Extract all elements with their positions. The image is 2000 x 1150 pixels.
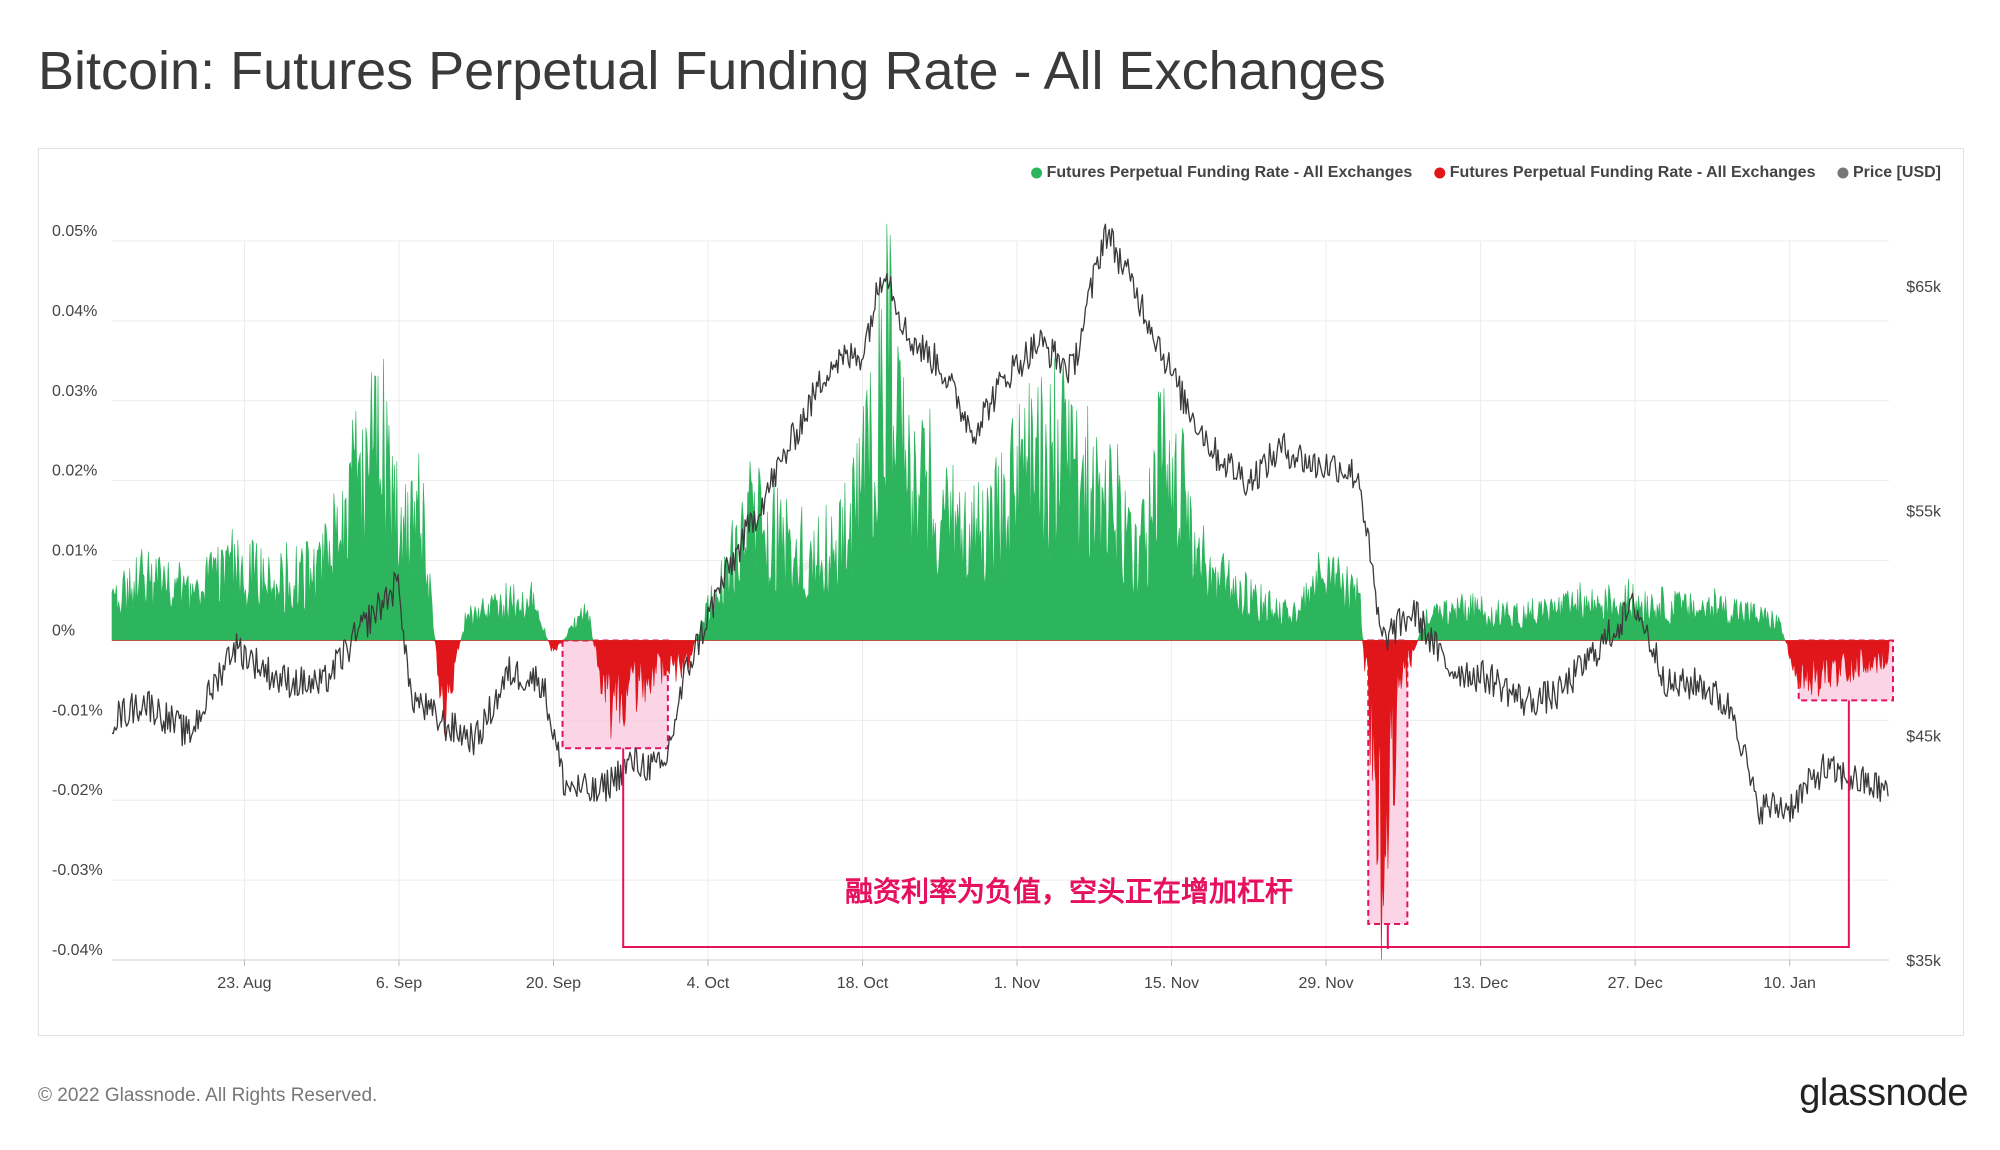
chart-legend[interactable]: Price [USD] Futures Perpetual Funding Rat…	[1031, 164, 1941, 181]
x-tick-label: 10. Jan	[1763, 975, 1815, 992]
x-tick-label: 20. Sep	[526, 975, 581, 992]
copyright-text: © 2022 Glassnode. All Rights Reserved.	[38, 1085, 378, 1106]
funding-rate-positive-area	[111, 223, 1889, 641]
annotation-bracket	[622, 700, 1850, 949]
page-title: Bitcoin: Futures Perpetual Funding Rate …	[38, 41, 1386, 101]
y-left-tick-label: 0.04%	[52, 303, 97, 320]
x-tick-label: 18. Oct	[837, 975, 889, 992]
x-tick-label: 23. Aug	[217, 975, 271, 992]
x-tick-label: 29. Nov	[1299, 975, 1354, 992]
y-left-tick-label: 0.02%	[52, 463, 97, 480]
x-tick-label: 15. Nov	[1144, 975, 1199, 992]
x-tick-label: 13. Dec	[1453, 975, 1508, 992]
y-left-tick-label: 0.01%	[52, 543, 97, 560]
legend-item-label: Futures Perpetual Funding Rate - All Exc…	[1450, 164, 1816, 181]
annotation-connector	[622, 700, 1850, 949]
x-tick-label: 4. Oct	[687, 975, 730, 992]
y-left-tick-label: 0.03%	[52, 383, 97, 400]
y-left-tick-label: -0.03%	[52, 862, 103, 879]
y-left-tick-label: -0.01%	[52, 702, 103, 719]
legend-item-label: Price [USD]	[1853, 164, 1941, 181]
y-right-tick-label: $35k	[1906, 953, 1942, 970]
x-tick-label: 1. Nov	[994, 975, 1040, 992]
annotation-text: 融资利率为负值，空头正在增加杠杆	[845, 875, 1293, 908]
legend-marker-icon[interactable]	[1837, 167, 1849, 179]
y-left-tick-label: 0.05%	[52, 223, 97, 240]
x-tick-label: 6. Sep	[376, 975, 422, 992]
y-left-tick-label: 0%	[52, 622, 75, 639]
y-right-tick-label: $55k	[1906, 504, 1942, 521]
price-line-path	[111, 223, 1889, 825]
legend-marker-icon[interactable]	[1031, 167, 1043, 179]
x-tick-label: 27. Dec	[1608, 975, 1663, 992]
y-right-tick-label: $65k	[1906, 279, 1942, 296]
funding-rate-negative-area	[112, 640, 1890, 960]
annotation: 融资利率为负值，空头正在增加杠杆	[845, 875, 1293, 908]
y-left-tick-label: -0.02%	[52, 782, 103, 799]
glassnode-logo[interactable]: glassnode	[1799, 1072, 1968, 1114]
funding-rate-area	[111, 223, 1890, 960]
y-right-tick-label: $45k	[1906, 728, 1942, 745]
chart-container: glassnode 0.05%0.04%0.03%0.02%0.01%0%-0.…	[38, 148, 1964, 1036]
axis-labels: 0.05% 0.04% 0.03% 0.02% 0.01% 0% -0.01% -0.02% -…	[52, 223, 1942, 992]
y-left-tick-label: -0.04%	[52, 942, 103, 959]
funding-rate-chart: glassnode 0.05%0.04%0.03%0.02%0.01%0%-0.…	[52, 164, 1942, 992]
price-line	[111, 223, 1889, 825]
legend-item-label: Futures Perpetual Funding Rate - All Exc…	[1047, 164, 1413, 181]
legend-marker-icon[interactable]	[1434, 167, 1446, 179]
